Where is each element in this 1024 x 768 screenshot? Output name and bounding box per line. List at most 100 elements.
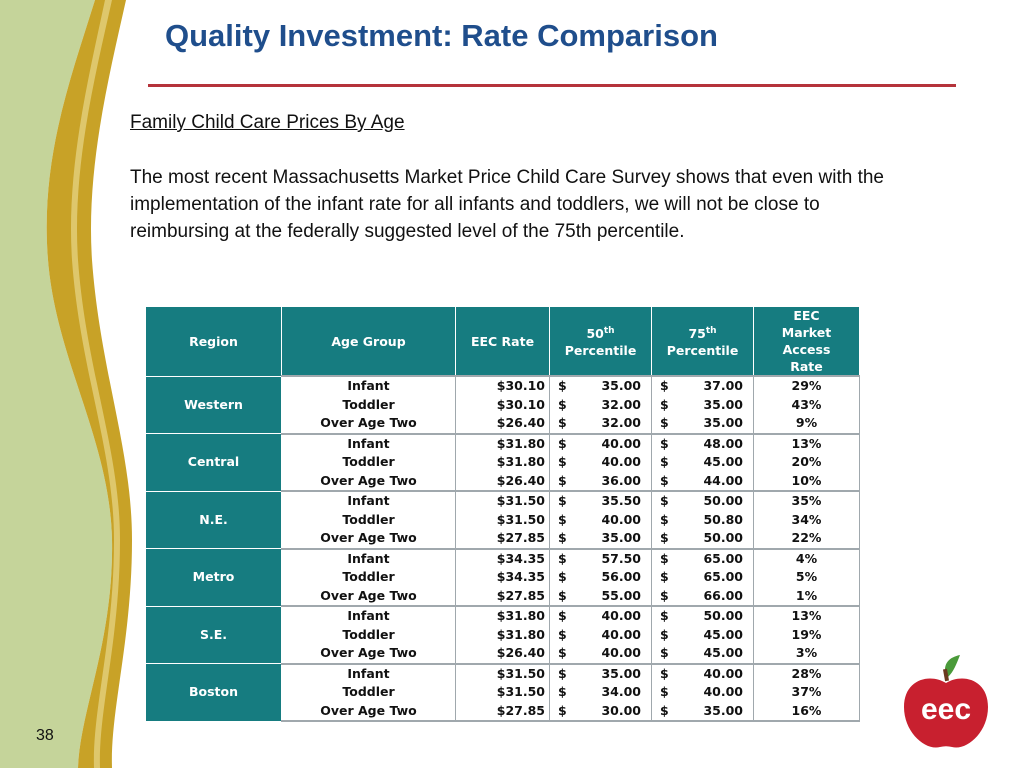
- rate-comparison-table-container: Region Age Group EEC Rate 50th Percentil…: [145, 306, 860, 722]
- p75-cell: $35.00: [651, 701, 754, 722]
- access-rate-cell: 13%: [753, 605, 860, 626]
- p50-cell: $30.00: [549, 701, 652, 722]
- access-rate-cell: 1%: [753, 586, 860, 606]
- eec-rate-cell: $27.85: [455, 529, 550, 549]
- p50-cell: $40.00: [549, 453, 652, 472]
- p75-cell: $44.00: [651, 471, 754, 491]
- eec-rate-cell: $31.50: [455, 662, 550, 683]
- eec-rate-cell: $26.40: [455, 471, 550, 491]
- rate-table-body: Western Infant $30.10 $35.00 $37.00 29% Toddle…: [145, 375, 860, 722]
- title-divider: [148, 84, 956, 87]
- p50-cell: $35.50: [549, 490, 652, 511]
- eec-rate-cell: $31.50: [455, 490, 550, 511]
- table-row: S.E. Infant $31.80 $40.00 $50.00 13%: [145, 605, 860, 664]
- header-75th-percentile: 75th Percentile: [651, 306, 754, 377]
- age-group-cell: Over Age Two: [281, 414, 456, 434]
- age-group-cell: Infant: [281, 662, 456, 683]
- header-region: Region: [145, 306, 282, 377]
- eec-rate-cell: $27.85: [455, 701, 550, 722]
- table-row: Toddler $31.80 $40.00 $45.00 20%: [146, 453, 860, 472]
- access-rate-cell: 29%: [753, 375, 860, 396]
- access-rate-cell: 5%: [753, 568, 860, 587]
- eec-rate-cell: $30.10: [455, 375, 550, 396]
- p75-cell: $50.80: [651, 510, 754, 529]
- region-cell: Central: [145, 433, 282, 492]
- table-row: Over Age Two $26.40 $36.00 $44.00 10%: [146, 471, 860, 491]
- eec-rate-cell: $31.50: [455, 683, 550, 702]
- table-row: Toddler $31.50 $34.00 $40.00 37%: [146, 683, 860, 702]
- p50-cell: $34.00: [549, 683, 652, 702]
- p75-cell: $40.00: [651, 662, 754, 683]
- access-rate-cell: 43%: [753, 395, 860, 414]
- access-rate-cell: 20%: [753, 453, 860, 472]
- access-rate-cell: 37%: [753, 683, 860, 702]
- age-group-cell: Infant: [281, 490, 456, 511]
- access-rate-cell: 9%: [753, 414, 860, 434]
- p75-cell: $48.00: [651, 432, 754, 453]
- eec-rate-cell: $27.85: [455, 586, 550, 606]
- p75-cell: $45.00: [651, 644, 754, 664]
- p75-cell: $65.00: [651, 547, 754, 568]
- table-row: Western Infant $30.10 $35.00 $37.00 29%: [145, 375, 860, 434]
- eec-rate-cell: $31.80: [455, 432, 550, 453]
- age-group-cell: Toddler: [281, 395, 456, 414]
- p75-cell: $66.00: [651, 586, 754, 606]
- p50-cell: $32.00: [549, 414, 652, 434]
- table-row: Central Infant $31.80 $40.00 $48.00 13%: [145, 432, 860, 492]
- p75-cell: $45.00: [651, 625, 754, 644]
- p50-cell: $40.00: [549, 644, 652, 664]
- age-group-cell: Over Age Two: [281, 471, 456, 491]
- p50-cell: $32.00: [549, 395, 652, 414]
- p50-cell: $35.00: [549, 529, 652, 549]
- logo-text: eec: [921, 693, 971, 726]
- p50-cell: $57.50: [549, 547, 652, 568]
- age-group-cell: Toddler: [281, 568, 456, 587]
- section-heading: Family Child Care Prices By Age: [130, 112, 405, 133]
- access-rate-cell: 28%: [753, 662, 860, 683]
- access-rate-cell: 35%: [753, 490, 860, 511]
- table-row: Over Age Two $27.85 $55.00 $66.00 1%: [146, 586, 860, 606]
- access-rate-cell: 22%: [753, 529, 860, 549]
- access-rate-cell: 3%: [753, 644, 860, 664]
- region-cell: Western: [145, 375, 282, 434]
- p50-cell: $40.00: [549, 625, 652, 644]
- p75-cell: $65.00: [651, 568, 754, 587]
- eec-rate-cell: $34.35: [455, 547, 550, 568]
- table-row: Toddler $31.50 $40.00 $50.80 34%: [146, 510, 860, 529]
- access-rate-cell: 13%: [753, 432, 860, 453]
- age-group-cell: Toddler: [281, 683, 456, 702]
- eec-rate-cell: $30.10: [455, 395, 550, 414]
- eec-rate-cell: $31.80: [455, 453, 550, 472]
- table-row: Toddler $34.35 $56.00 $65.00 5%: [146, 568, 860, 587]
- table-row: Over Age Two $27.85 $35.00 $50.00 22%: [146, 529, 860, 549]
- age-group-cell: Infant: [281, 375, 456, 396]
- p75-cell: $45.00: [651, 453, 754, 472]
- access-rate-cell: 19%: [753, 625, 860, 644]
- access-rate-cell: 10%: [753, 471, 860, 491]
- eec-logo: eec: [904, 655, 988, 748]
- p50-cell: $55.00: [549, 586, 652, 606]
- table-row: Over Age Two $27.85 $30.00 $35.00 16%: [146, 701, 860, 722]
- header-50th-percentile: 50th Percentile: [549, 306, 652, 377]
- table-row: Over Age Two $26.40 $40.00 $45.00 3%: [146, 644, 860, 664]
- table-row: Over Age Two $26.40 $32.00 $35.00 9%: [146, 414, 860, 434]
- eec-rate-cell: $31.80: [455, 605, 550, 626]
- region-cell: N.E.: [145, 490, 282, 549]
- p50-cell: $56.00: [549, 568, 652, 587]
- header-age-group: Age Group: [281, 306, 456, 377]
- region-cell: S.E.: [145, 605, 282, 664]
- p50-cell: $36.00: [549, 471, 652, 491]
- age-group-cell: Toddler: [281, 510, 456, 529]
- table-row: Metro Infant $34.35 $57.50 $65.00 4%: [145, 547, 860, 607]
- access-rate-cell: 16%: [753, 701, 860, 722]
- decorative-side-band: [0, 0, 132, 768]
- age-group-cell: Over Age Two: [281, 529, 456, 549]
- p50-cell: $40.00: [549, 432, 652, 453]
- age-group-cell: Toddler: [281, 625, 456, 644]
- eec-rate-cell: $31.50: [455, 510, 550, 529]
- eec-rate-cell: $26.40: [455, 644, 550, 664]
- page-title: Quality Investment: Rate Comparison: [165, 18, 718, 53]
- region-cell: Boston: [145, 663, 282, 722]
- rate-comparison-table: Region Age Group EEC Rate 50th Percentil…: [145, 306, 860, 722]
- eec-rate-cell: $34.35: [455, 568, 550, 587]
